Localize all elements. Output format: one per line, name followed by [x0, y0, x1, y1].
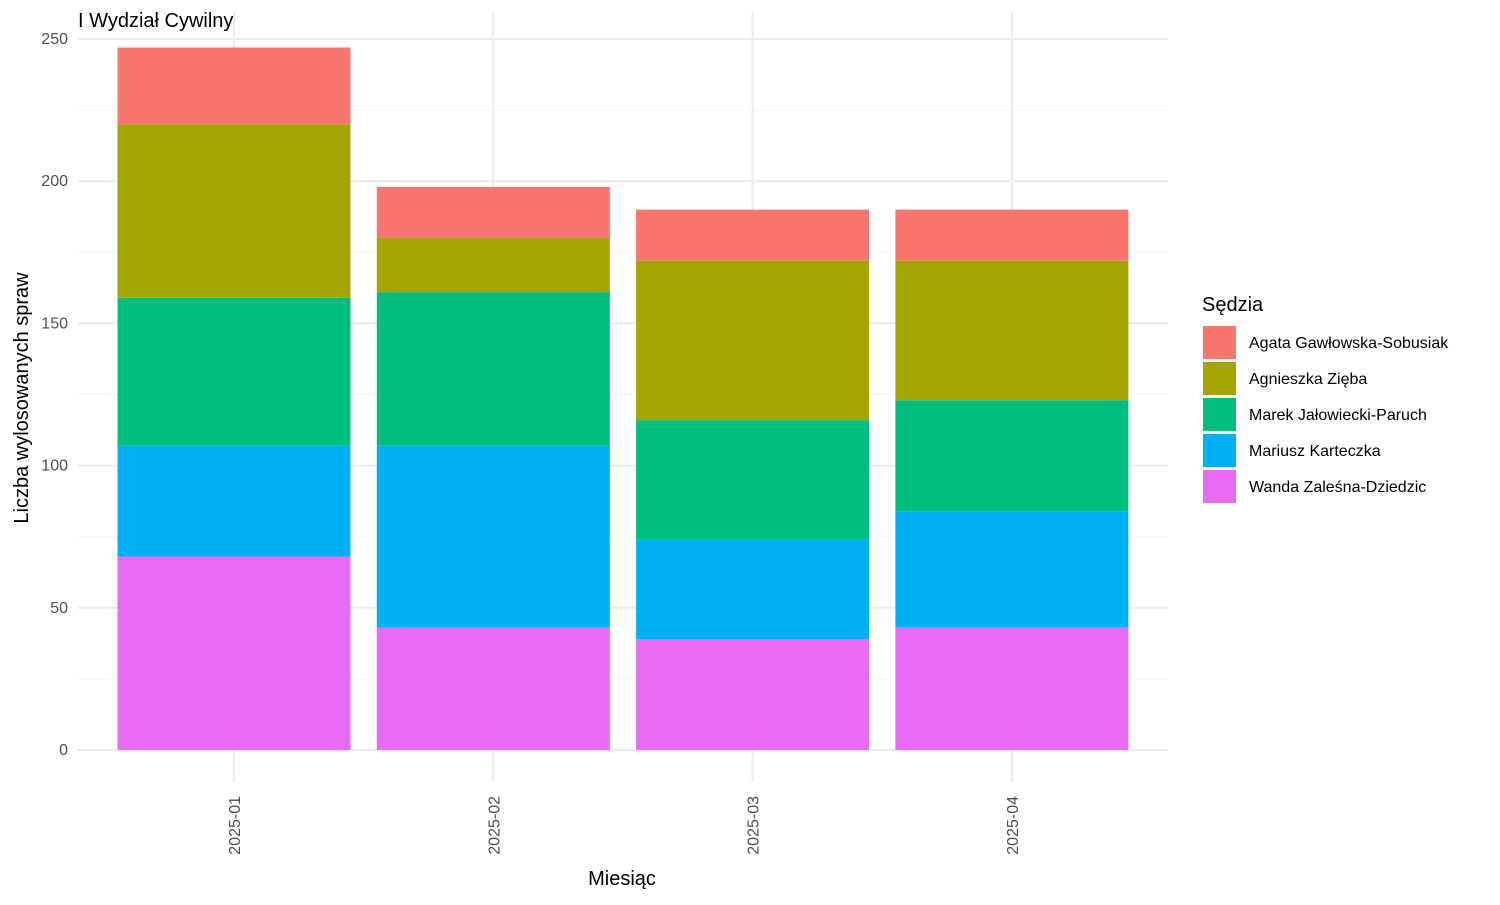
legend-swatch: [1203, 434, 1236, 467]
y-tick-label: 0: [59, 742, 68, 759]
bar-segment: [117, 556, 351, 750]
y-tick-label: 50: [50, 600, 68, 617]
legend-label: Mariusz Karteczka: [1249, 443, 1381, 460]
bar-segment: [895, 209, 1129, 261]
legend-swatch: [1203, 326, 1236, 359]
bar-segment: [376, 186, 610, 239]
bar-segment: [636, 539, 870, 640]
bars: [117, 47, 1129, 750]
legend: Sędzia Agata Gawłowska-Sobusiak Agnieszka…: [1202, 294, 1449, 503]
legend-items: Agata Gawłowska-Sobusiak Agnieszka Zięba M…: [1203, 326, 1449, 503]
bar-segment: [376, 627, 610, 750]
bar-segment: [636, 639, 870, 750]
bar-segment: [117, 47, 351, 125]
y-tick-label: 250: [41, 31, 68, 48]
bar-segment: [376, 292, 610, 446]
legend-swatch: [1203, 470, 1236, 503]
y-tick-label: 100: [41, 458, 68, 475]
x-axis-ticks: 2025-01 2025-02 2025-03 2025-04: [227, 796, 1022, 855]
legend-label: Wanda Zaleśna-Dziedzic: [1249, 479, 1426, 496]
bar-segment: [117, 124, 351, 298]
legend-title: Sędzia: [1202, 294, 1264, 316]
legend-label: Marek Jałowiecki-Paruch: [1249, 407, 1427, 424]
bar-segment: [895, 260, 1129, 401]
chart-title: I Wydział Cywilny: [78, 10, 233, 32]
y-axis-title: Liczba wylosowanych spraw: [11, 272, 33, 524]
legend-swatch: [1203, 398, 1236, 431]
x-tick-label: 2025-04: [1005, 796, 1022, 855]
x-axis-title: Miesiąc: [588, 868, 656, 890]
x-tick-label: 2025-03: [746, 796, 763, 855]
bar-segment: [895, 400, 1129, 512]
bar-segment: [376, 238, 610, 293]
x-tick-label: 2025-02: [486, 796, 503, 855]
y-tick-label: 150: [41, 315, 68, 332]
x-tick-label: 2025-01: [227, 796, 244, 855]
bar-segment: [895, 627, 1129, 750]
bar-segment: [636, 420, 870, 540]
bar-segment: [117, 445, 351, 557]
bar-segment: [117, 297, 351, 446]
bar-segment: [376, 445, 610, 628]
y-tick-label: 200: [41, 173, 68, 190]
legend-swatch: [1203, 362, 1236, 395]
bar-segment: [636, 260, 870, 421]
legend-label: Agata Gawłowska-Sobusiak: [1249, 335, 1449, 352]
bar-segment: [895, 511, 1129, 628]
legend-label: Agnieszka Zięba: [1249, 371, 1367, 388]
y-axis-ticks: 0 50 100 150 200 250: [41, 31, 68, 759]
bar-segment: [636, 209, 870, 261]
